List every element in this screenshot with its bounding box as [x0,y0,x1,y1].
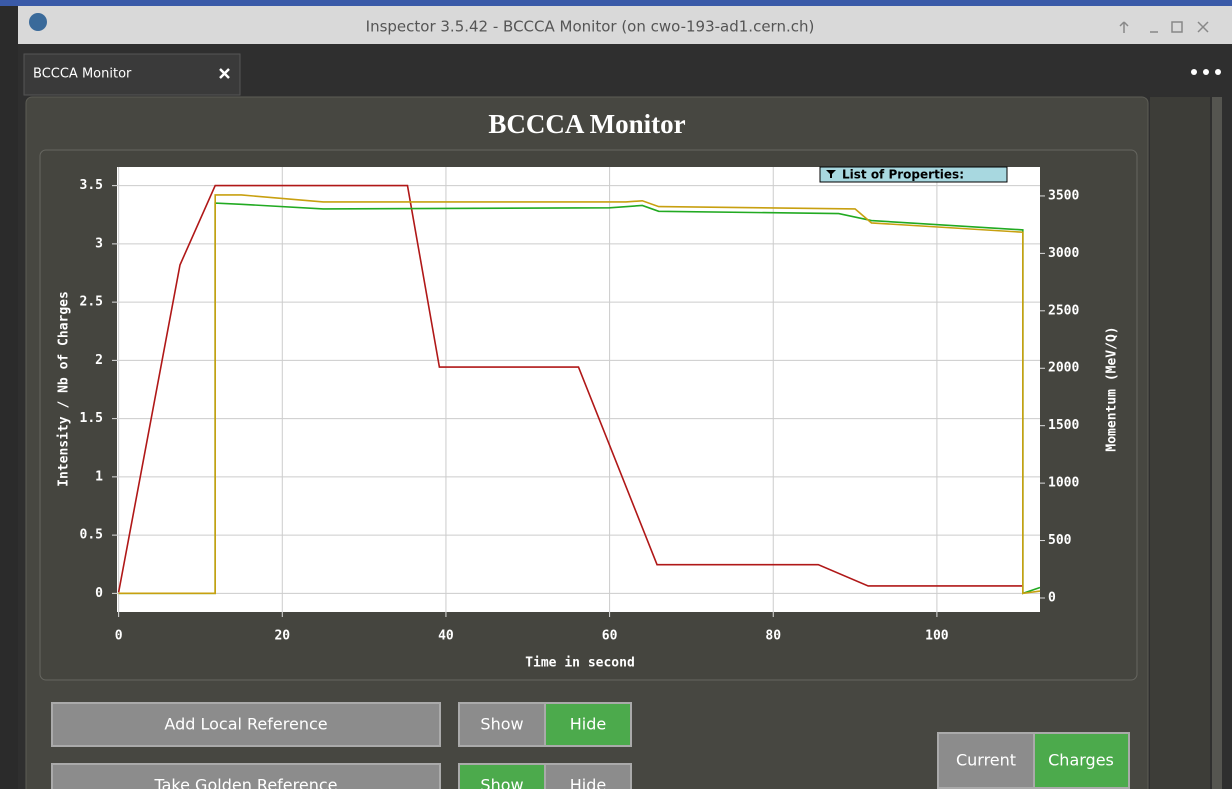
toggle-label[interactable]: Show [480,715,523,734]
x-axis-label: Time in second [525,656,635,671]
y2-tick-label: 1500 [1048,418,1079,433]
tab[interactable] [23,53,241,96]
app-icon [29,13,47,31]
y-tick-label: 2 [95,353,103,368]
button[interactable] [51,702,441,747]
toggle-label[interactable]: Hide [570,715,606,734]
data-line [117,184,1023,593]
y2-tick-label: 3000 [1048,246,1079,261]
y-tick-label: 1.5 [80,411,103,426]
x-tick-label: 100 [925,629,949,644]
panel-title: BCCCA Monitor [488,109,685,139]
y-tick-label: 0.5 [80,528,103,543]
y2-tick-label: 2000 [1048,361,1079,376]
tab-label[interactable]: BCCCA Monitor [33,67,132,82]
y-tick-label: 1 [95,469,103,484]
toggle-label[interactable]: Hide [570,776,606,789]
toggle-on[interactable] [544,702,632,747]
data-line [118,194,1041,595]
y2-tick-label: 0 [1048,590,1056,605]
plot-area [117,167,1040,612]
side-area [1150,97,1210,789]
toggle-off[interactable] [544,763,632,789]
y-tick-label: 2.5 [80,295,103,310]
y2-tick-label: 1000 [1048,476,1079,491]
y2-tick-label: 2500 [1048,303,1079,318]
toggle-label[interactable]: Show [480,776,523,789]
x-tick-label: 60 [602,629,618,644]
button[interactable] [51,763,441,789]
y-axis-label: Intensity / Nb of Charges [57,291,72,487]
y-tick-label: 3.5 [80,178,103,193]
more-menu[interactable] [1191,69,1221,75]
toggle-label[interactable]: Charges [1048,751,1114,770]
legend-title[interactable]: List of Properties: [842,168,964,182]
desktop-strip [0,0,1232,6]
x-tick-label: 40 [438,629,454,644]
window-buttons[interactable] [1119,21,1209,33]
toggle-on[interactable] [1033,732,1130,789]
toggle-label[interactable]: Current [956,751,1016,770]
x-tick-label: 0 [115,629,123,644]
button-label[interactable]: Add Local Reference [164,715,327,734]
y2-tick-label: 500 [1048,533,1072,548]
legend-box[interactable] [819,166,1008,183]
x-tick-label: 80 [765,629,781,644]
button-label[interactable]: Take Golden Reference [154,776,338,789]
x-tick-label: 20 [274,629,290,644]
y-tick-label: 0 [95,586,103,601]
toggle-off[interactable] [937,732,1035,789]
scrollbar[interactable] [1212,97,1222,789]
filter-icon [826,170,836,178]
toggle-off[interactable] [458,702,546,747]
tab-close[interactable] [219,68,230,79]
title-bar [18,6,1232,44]
y2-axis-label: Momentum (MeV/Q) [1105,326,1120,451]
y-tick-label: 3 [95,236,103,251]
window-title: Inspector 3.5.42 - BCCCA Monitor (on cwo… [366,18,815,36]
y2-tick-label: 3500 [1048,188,1079,203]
